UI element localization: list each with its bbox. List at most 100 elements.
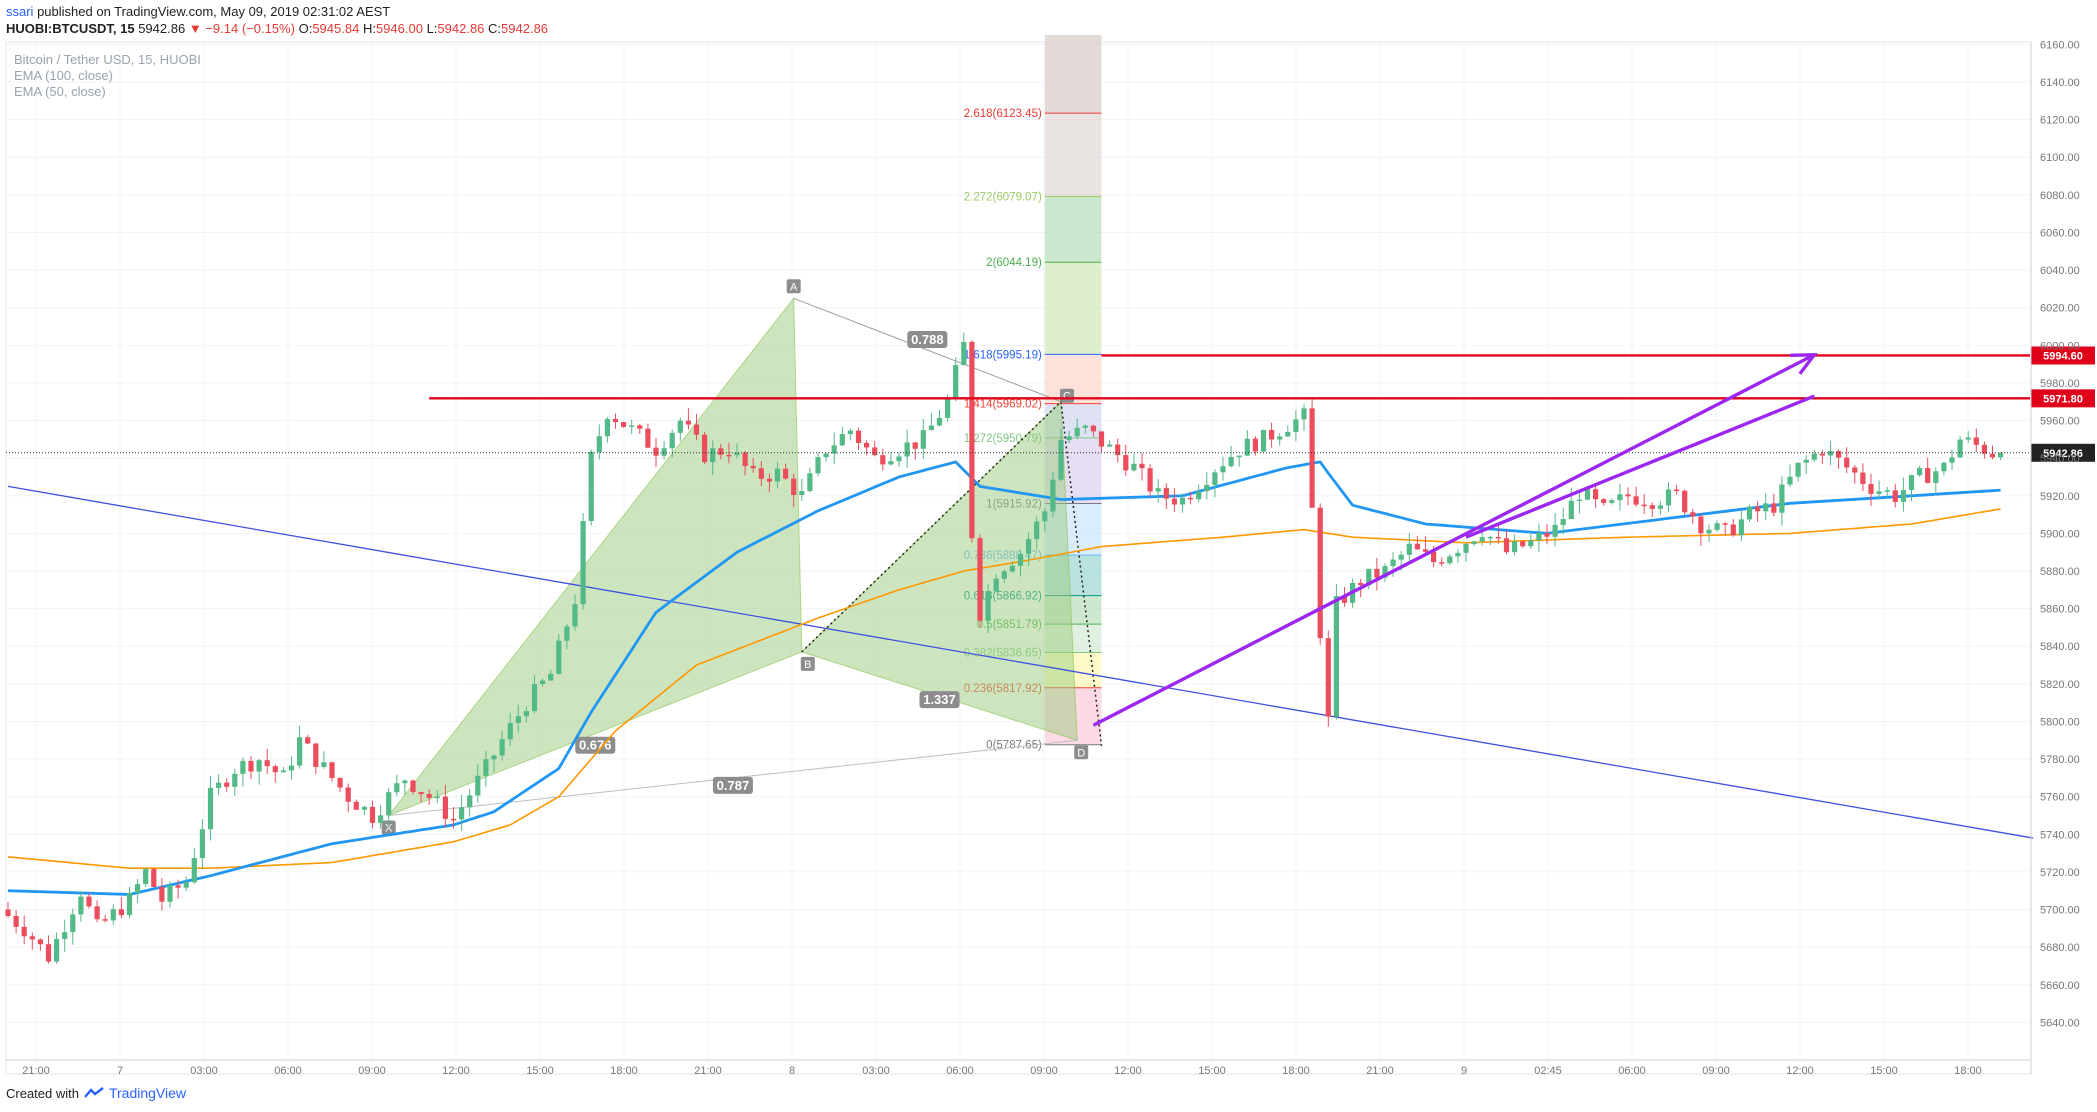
candle-body (297, 737, 303, 766)
candle-body (953, 365, 959, 400)
candle-body (1601, 499, 1607, 503)
candle-body (985, 591, 991, 621)
candle-body (13, 915, 19, 927)
price-tick-label: 5760.00 (2040, 792, 2080, 804)
candle-body (1981, 444, 1987, 454)
projection-arrow[interactable] (1092, 353, 1816, 727)
candle-body (78, 896, 84, 915)
candle-body (1973, 437, 1979, 445)
candle-body (1860, 472, 1866, 485)
author-link[interactable]: ssari (6, 4, 34, 19)
candle-body (677, 420, 683, 433)
candle-body (442, 796, 448, 819)
resistance-price-label: 5971.80 (2043, 393, 2083, 405)
drawn-arrows[interactable] (1092, 352, 1818, 727)
candle-body (1309, 408, 1315, 508)
candle-body (1293, 419, 1299, 432)
candle-body (1026, 539, 1032, 554)
candle-body (1179, 497, 1186, 505)
candle-body (1123, 455, 1129, 471)
candle-body (1665, 489, 1672, 506)
time-tick-label: 02:45 (1534, 1065, 1562, 1077)
time-tick-label: 06:00 (274, 1065, 302, 1077)
pattern-point-badge (786, 279, 801, 294)
time-axis[interactable]: 21:00 7 03:00 06:00 09:00 12:00 15:00 18:00 21:0… (6, 1059, 2030, 1077)
candle-body (1333, 596, 1339, 717)
candle-body (321, 762, 327, 767)
candle-body (313, 743, 319, 767)
candle-body (1706, 529, 1712, 534)
candle-body (199, 829, 205, 859)
candle-body (548, 673, 554, 681)
ratio-label: 0.788 (911, 332, 944, 347)
candle-body (329, 762, 335, 779)
open-label: O: (298, 21, 313, 36)
price-label-bg (2031, 389, 2095, 408)
candle-body (1074, 427, 1080, 437)
candle-body (726, 454, 732, 457)
close-label: C: (488, 21, 502, 36)
pattern-line-bc-dotted (801, 401, 1062, 653)
legend-ema100[interactable]: EMA (100, close) (14, 68, 113, 83)
candle-body (839, 434, 845, 446)
candle-body (1034, 521, 1040, 540)
candle-body (1811, 453, 1817, 460)
descending-trend-line[interactable] (7, 485, 2034, 839)
pattern-point-label: D (1077, 747, 1085, 759)
candle-body (540, 680, 546, 685)
candle-body (1301, 408, 1307, 420)
candle-body (353, 801, 359, 810)
candle-body (515, 716, 521, 724)
candle-body (94, 906, 100, 920)
candle-body (928, 425, 934, 431)
candle-body (1269, 429, 1275, 440)
candle-body (710, 448, 716, 463)
candle-body (483, 759, 489, 776)
candle-body (1657, 505, 1663, 509)
time-tick-label: 21:00 (694, 1065, 722, 1077)
candle-body (378, 815, 384, 823)
ohlc-bar: HUOBI:BTCUSDT, 15 5942.86 ▼ −9.14 (−0.15… (6, 21, 548, 36)
candle-body (264, 760, 270, 767)
last-price: 5942.86 (138, 21, 186, 36)
candle-body (1260, 429, 1267, 452)
candle-body (1512, 541, 1518, 553)
time-tick-label: 09:00 (1702, 1065, 1730, 1077)
candle-body (126, 892, 133, 916)
price-tick-label: 6060.00 (2040, 227, 2080, 239)
low-value: 5942.86 (437, 21, 485, 36)
candle-body (799, 491, 805, 495)
symbol-label: HUOBI:BTCUSDT, 15 (6, 21, 135, 36)
candle-body (1682, 490, 1688, 513)
candle-body (1455, 552, 1461, 557)
candle-body (1941, 462, 1947, 472)
trend-line[interactable] (7, 485, 2034, 839)
candle-body (507, 723, 513, 740)
pattern-point-badge (800, 656, 815, 671)
candle-body (1698, 516, 1704, 534)
time-tick-label: 09:00 (1030, 1065, 1058, 1077)
price-axis[interactable]: 5640.00 5660.00 5680.00 5700.00 5720.00 5740.… (2030, 39, 2080, 1074)
support-line[interactable] (1465, 394, 1815, 539)
candle-body (1001, 571, 1007, 579)
fib-zone (1044, 35, 1102, 114)
fib-zone (1044, 262, 1102, 355)
candle-body (774, 468, 781, 482)
candle-body (1738, 519, 1744, 536)
time-tick-label: 15:00 (1870, 1065, 1898, 1077)
candle-body (1917, 468, 1923, 476)
change-value: −9.14 (−0.15%) (205, 21, 295, 36)
tradingview-brand[interactable]: TradingView (108, 1085, 187, 1101)
horizontal-levels[interactable]: 5994.60 5971.80 5942.86 (6, 346, 2095, 462)
legend-ema50[interactable]: EMA (50, close) (14, 84, 106, 99)
candle-body (288, 765, 295, 771)
candle-body (1568, 500, 1574, 520)
time-tick-label: 15:00 (526, 1065, 554, 1077)
candle-body (1730, 524, 1736, 536)
candle-body (1844, 457, 1850, 468)
candle-body (1827, 451, 1834, 456)
legend-series[interactable]: Bitcoin / Tether USD, 15, HUOBI (14, 52, 201, 67)
candle-body (1252, 438, 1258, 452)
ema50-path (7, 460, 2001, 896)
